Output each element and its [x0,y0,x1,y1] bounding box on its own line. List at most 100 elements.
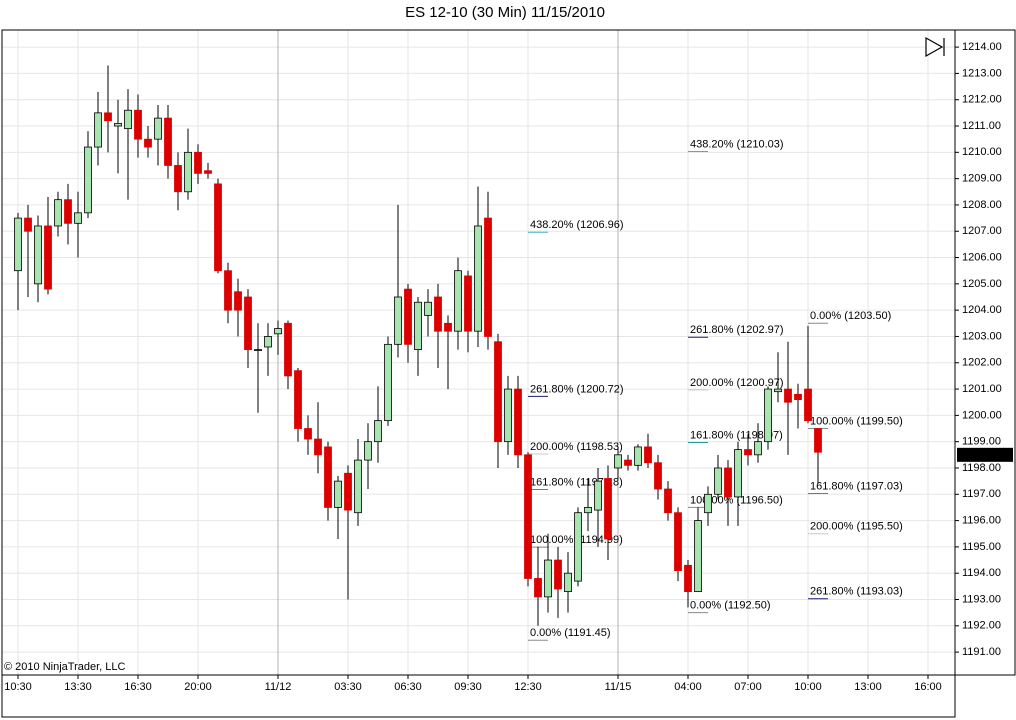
y-tick-label: 1207.00 [962,225,1002,237]
candle-body [434,296,442,332]
x-tick-label: 11/12 [265,681,292,693]
fib-label: 100.00% (1199.50) [810,415,903,427]
candle-body [144,138,152,148]
fib-label: 200.00% (1195.50) [810,521,903,533]
candle-body [484,217,492,337]
y-tick-label: 1205.00 [962,278,1002,290]
y-tick-label: 1212.00 [962,94,1002,106]
y-tick-label: 1210.00 [962,146,1002,158]
candle-body [444,322,452,332]
candle-body [304,428,312,440]
y-tick-label: 1195.00 [962,541,1001,553]
candle-body [234,291,242,311]
candle-body [534,578,542,598]
candle-body [654,462,662,490]
fib-label: 161.80% (1198.97) [690,429,783,441]
candle-body [804,388,812,422]
candle-body [194,151,202,174]
candle-body [774,388,782,393]
play-button[interactable] [925,36,945,58]
x-tick-label: 04:00 [674,681,702,693]
candle-body [694,520,702,593]
y-tick-label: 1193.00 [962,593,1001,605]
candle-body [324,446,332,508]
fib-label: 0.00% (1192.50) [690,600,771,612]
candle-body [414,301,422,351]
x-tick-label: 06:30 [394,681,422,693]
x-tick-label: 10:00 [794,681,822,693]
x-tick-label: 16:30 [124,681,152,693]
candle-body [454,270,462,332]
candle-body [664,488,672,514]
x-tick-label: 09:30 [454,681,482,693]
candle-body [764,388,772,443]
candle-body [684,564,692,593]
candle-body [44,225,52,290]
candle-body [564,572,572,593]
x-tick-label: 13:30 [64,681,92,693]
candle-body [574,512,582,582]
y-tick-label: 1209.00 [962,173,1002,185]
candle-body [784,388,792,403]
fib-label: 200.00% (1198.53) [530,441,623,453]
candle-body [154,117,162,140]
fib-label: 0.00% (1191.45) [530,627,611,639]
fib-label: 261.80% (1193.03) [810,586,903,598]
x-tick-label: 16:00 [914,681,942,693]
candle-body [544,559,552,598]
candle-body [284,322,292,377]
candle-body [24,217,32,232]
candle-body [724,467,732,498]
x-tick-label: 03:30 [334,681,362,693]
candle-body [374,420,382,443]
candle-body [494,341,502,443]
x-tick-label: 07:00 [734,681,762,693]
candle-body [94,112,102,148]
candle-body [474,225,482,332]
candle-body [554,559,562,590]
candle-body [104,112,112,122]
fib-label: 200.00% (1200.97) [690,377,784,389]
fib-label: 0.00% (1203.50) [810,310,891,322]
candle-body [244,296,252,351]
candle-body [184,151,192,193]
x-tick-label: 12:30 [514,681,542,693]
candle-body [644,446,652,464]
candle-body [754,441,762,456]
candle-body [64,199,72,224]
fib-label: 438.20% (1210.03) [690,138,784,150]
y-tick-label: 1192.00 [962,620,1001,632]
candle-body [714,467,722,495]
y-tick-label: 1201.00 [962,383,1002,395]
last-price-label: 1198.50 [963,449,1002,461]
last-price-box [957,447,1013,462]
play-icon[interactable] [925,36,944,58]
y-tick-label: 1208.00 [962,199,1002,211]
candle-body [254,349,262,352]
y-tick-label: 1191.00 [962,646,1001,658]
x-tick-label: 20:00 [184,681,212,693]
x-tick-label: 11/15 [605,681,632,693]
y-tick-label: 1204.00 [962,304,1002,316]
candle-body [34,225,42,285]
candle-body [54,199,62,227]
candle-body [584,507,592,514]
y-tick-label: 1196.00 [962,514,1001,526]
fib-label: 438.20% (1206.96) [530,219,624,231]
candle-body [604,478,612,540]
candle-body [614,454,622,469]
candle-body [84,146,92,214]
candle-body [814,428,822,453]
candle-body [354,459,362,514]
fib-label: 261.80% (1202.97) [690,324,784,336]
candle-body [334,480,342,508]
candle-body [594,480,602,511]
candle-body [464,275,472,332]
candle-body [794,393,802,400]
candle-body [344,472,352,511]
x-tick-label: 13:00 [854,681,882,693]
candle-body [74,212,82,224]
candle-body [744,449,752,456]
y-tick-label: 1214.00 [962,41,1002,53]
